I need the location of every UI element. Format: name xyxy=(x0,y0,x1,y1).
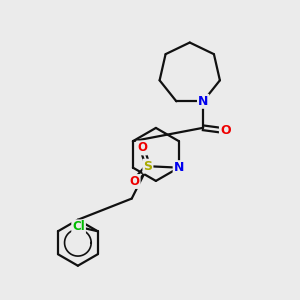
Text: N: N xyxy=(198,95,208,108)
Text: S: S xyxy=(143,160,152,173)
Text: N: N xyxy=(174,161,184,174)
Text: O: O xyxy=(137,141,147,154)
Text: O: O xyxy=(130,175,140,188)
Text: O: O xyxy=(220,124,231,137)
Text: Cl: Cl xyxy=(72,220,85,233)
